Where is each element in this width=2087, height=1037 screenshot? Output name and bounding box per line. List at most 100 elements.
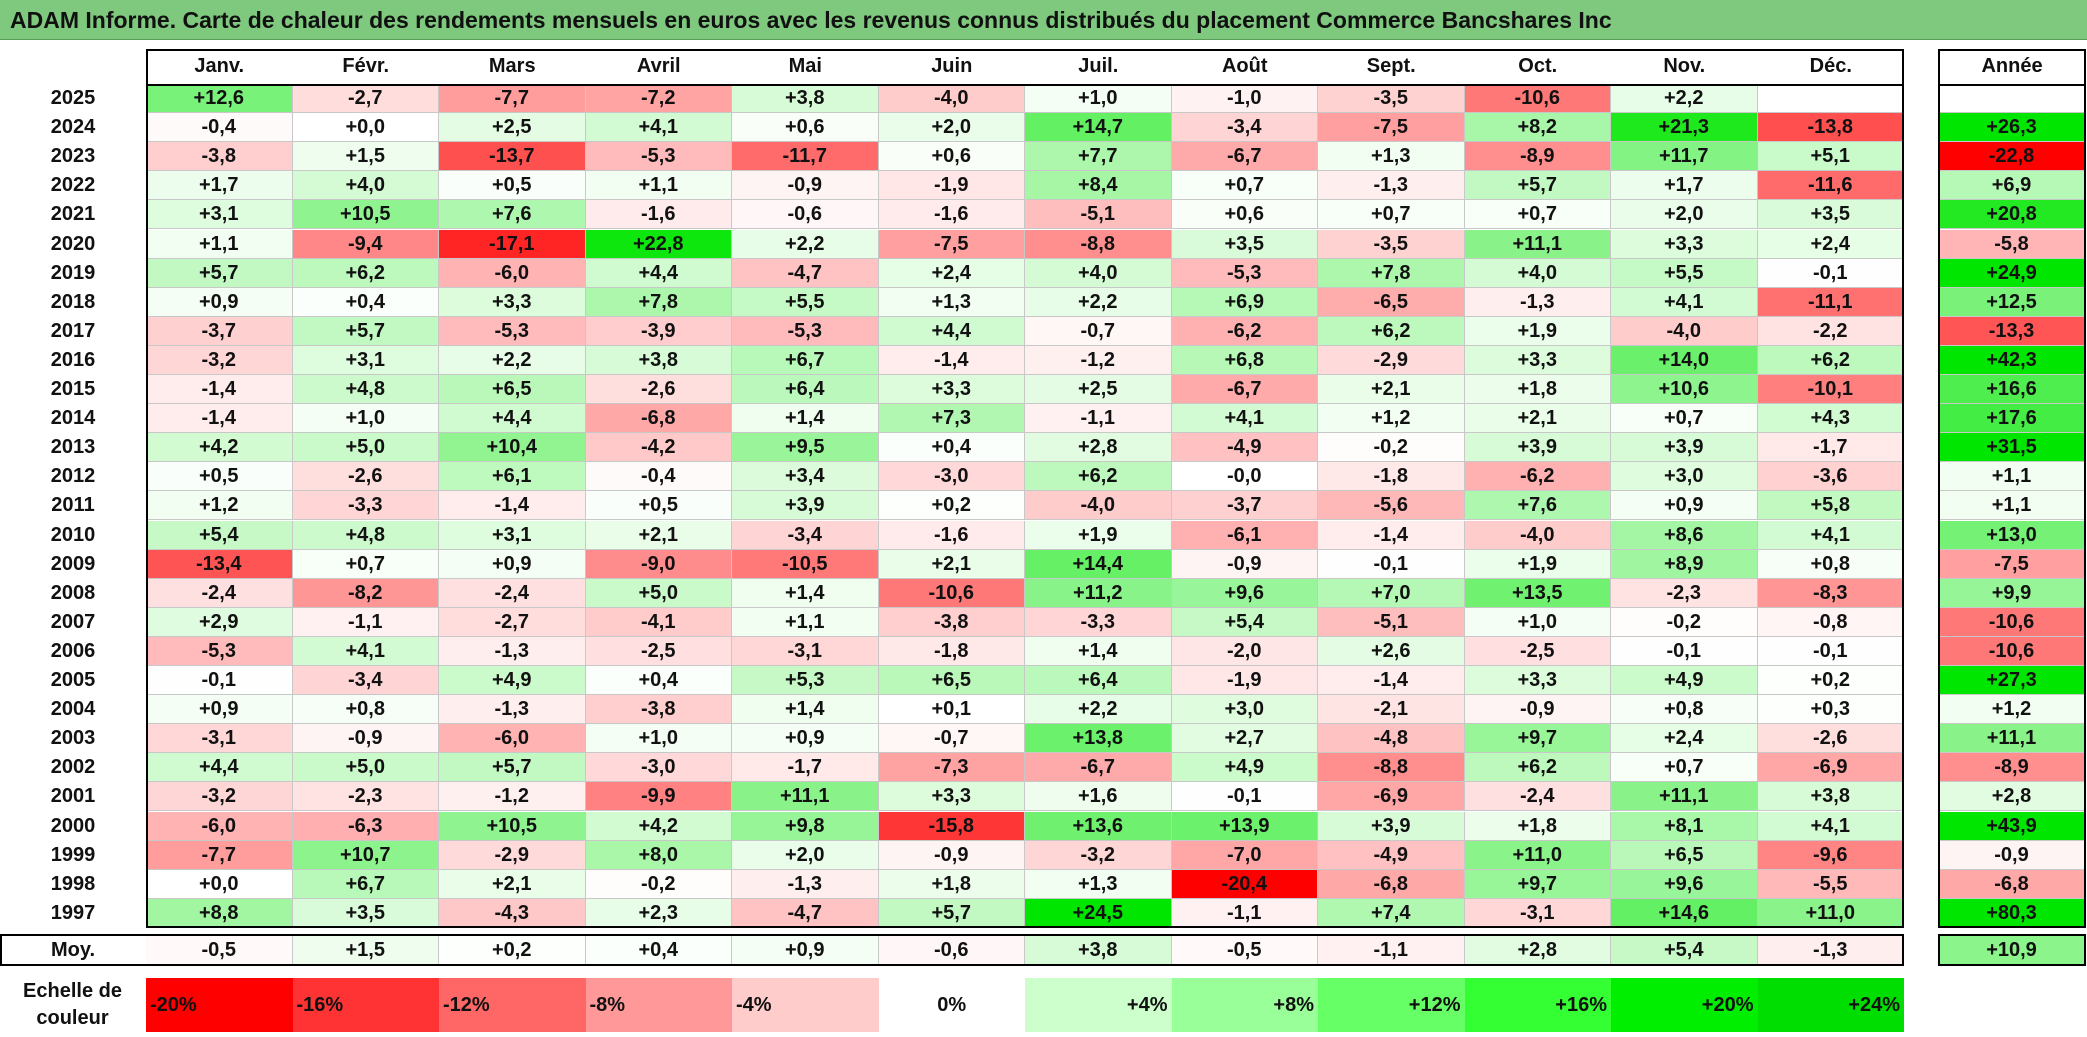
heat-cell: -17,1	[439, 229, 586, 259]
heat-cell: +0,9	[439, 549, 586, 579]
row-label-1997: 1997	[0, 898, 146, 928]
heat-cell: +6,9	[1171, 287, 1318, 317]
heat-cell: +6,4	[732, 375, 879, 405]
heat-cell: +2,2	[1611, 84, 1758, 114]
heat-cell: +1,9	[1464, 549, 1611, 579]
annual-cell: +80,3	[1938, 898, 2086, 928]
heat-cell: +0,1	[878, 695, 1025, 725]
heat-cell: +2,5	[1025, 375, 1172, 405]
heat-cell: +2,2	[732, 229, 879, 259]
heat-cell: -2,9	[439, 840, 586, 870]
heat-cell: +8,4	[1025, 171, 1172, 201]
annual-cell: +26,3	[1938, 113, 2086, 143]
annual-cell: +31,5	[1938, 433, 2086, 463]
heat-cell: -7,3	[878, 753, 1025, 783]
row-label-1999: 1999	[0, 840, 146, 870]
heat-cell: +0,7	[1318, 200, 1465, 230]
heat-cell: -10,6	[1464, 84, 1611, 114]
heat-cell: +6,4	[1025, 666, 1172, 696]
heat-cell: +5,5	[1611, 258, 1758, 288]
heat-cell: -6,8	[585, 404, 732, 434]
heat-cell: -0,1	[146, 666, 293, 696]
heat-cell: -1,1	[292, 607, 439, 637]
column-header-juil: Juil.	[1025, 49, 1172, 84]
heat-cell: -1,4	[1318, 666, 1465, 696]
row-label-2005: 2005	[0, 666, 146, 696]
heat-cell: -0,2	[585, 869, 732, 899]
heat-cell: -1,7	[732, 753, 879, 783]
heat-cell: +8,0	[585, 840, 732, 870]
row-label-2010: 2010	[0, 520, 146, 550]
heat-cell: +6,2	[292, 258, 439, 288]
row-label-2018: 2018	[0, 287, 146, 317]
heat-cell: +13,9	[1171, 811, 1318, 841]
heat-cell	[1757, 84, 1904, 114]
heat-cell: -0,1	[1171, 782, 1318, 812]
row-label-2016: 2016	[0, 345, 146, 375]
heat-cell: -2,6	[292, 462, 439, 492]
heat-cell: +2,8	[1025, 433, 1172, 463]
annual-cell: -5,8	[1938, 229, 2086, 259]
heat-cell: +5,3	[732, 666, 879, 696]
heat-cell: -5,3	[732, 316, 879, 346]
heat-cell: +0,0	[146, 869, 293, 899]
color-scale-swatch: +12%	[1318, 977, 1465, 1032]
heat-cell: +3,3	[1611, 229, 1758, 259]
heat-cell: +2,3	[585, 898, 732, 928]
heat-cell: +6,5	[878, 666, 1025, 696]
heat-cell: -4,2	[585, 433, 732, 463]
heat-cell: -0,1	[1318, 549, 1465, 579]
heat-cell: +13,6	[1025, 811, 1172, 841]
annual-cell: +43,9	[1938, 811, 2086, 841]
heat-cell: -1,2	[439, 782, 586, 812]
column-header-oct: Oct.	[1464, 49, 1611, 84]
annual-cell: -13,3	[1938, 316, 2086, 346]
heat-cell: -5,6	[1318, 491, 1465, 521]
heat-cell: -0,7	[878, 724, 1025, 754]
heat-cell: -3,8	[585, 695, 732, 725]
annual-cell: +6,9	[1938, 171, 2086, 201]
heat-cell: +0,6	[732, 113, 879, 143]
heat-cell: +8,2	[1464, 113, 1611, 143]
heat-cell: +6,8	[1171, 345, 1318, 375]
heat-cell: +5,7	[439, 753, 586, 783]
heat-cell: +2,0	[1611, 200, 1758, 230]
heat-cell: +2,0	[878, 113, 1025, 143]
heat-cell: +3,5	[1171, 229, 1318, 259]
heat-cell: +9,6	[1171, 578, 1318, 608]
color-scale-swatch: +20%	[1611, 977, 1758, 1032]
row-label-2000: 2000	[0, 811, 146, 841]
heat-cell: +4,1	[1757, 520, 1904, 550]
heat-cell: -3,2	[1025, 840, 1172, 870]
column-header-sept: Sept.	[1318, 49, 1465, 84]
heat-cell: +3,0	[1611, 462, 1758, 492]
heat-cell: -0,4	[585, 462, 732, 492]
heat-cell: +0,5	[439, 171, 586, 201]
heat-cell: +0,7	[1611, 753, 1758, 783]
heat-cell: +12,6	[146, 84, 293, 114]
heat-cell: +10,4	[439, 433, 586, 463]
row-label-2012: 2012	[0, 462, 146, 492]
heat-cell: +0,8	[1611, 695, 1758, 725]
row-label-2015: 2015	[0, 375, 146, 405]
heat-cell: +7,8	[1318, 258, 1465, 288]
heat-cell: -1,3	[1318, 171, 1465, 201]
heat-cell: +1,8	[1464, 375, 1611, 405]
heat-cell: +6,7	[292, 869, 439, 899]
heat-cell: -13,4	[146, 549, 293, 579]
average-cell: +0,9	[732, 933, 879, 966]
row-label-2020: 2020	[0, 229, 146, 259]
heat-cell: +3,9	[1464, 433, 1611, 463]
heat-cell: +2,4	[878, 258, 1025, 288]
heat-cell: +14,6	[1611, 898, 1758, 928]
heat-cell: -4,8	[1318, 724, 1465, 754]
heat-cell: +0,7	[292, 549, 439, 579]
heat-cell: -0,1	[1611, 636, 1758, 666]
annual-cell: -10,6	[1938, 607, 2086, 637]
heat-cell: -6,1	[1171, 520, 1318, 550]
heat-cell: -3,3	[292, 491, 439, 521]
heat-cell: +1,7	[1611, 171, 1758, 201]
column-header-fevr: Févr.	[292, 49, 439, 84]
heat-cell: +7,6	[439, 200, 586, 230]
heat-cell: +4,1	[585, 113, 732, 143]
